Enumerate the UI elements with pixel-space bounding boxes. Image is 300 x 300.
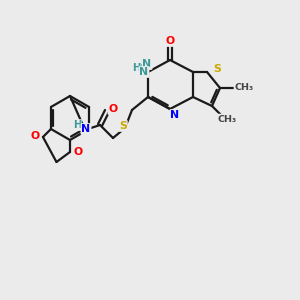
Text: H: H	[73, 120, 81, 130]
Text: S: S	[119, 121, 127, 131]
Text: N: N	[142, 59, 152, 69]
Text: O: O	[165, 36, 175, 46]
Text: CH₃: CH₃	[234, 83, 254, 92]
Text: N: N	[170, 110, 180, 120]
Text: O: O	[108, 104, 118, 114]
Text: H: H	[132, 63, 140, 73]
Text: S: S	[213, 64, 221, 74]
Text: H: H	[134, 64, 142, 74]
Text: O: O	[74, 147, 82, 157]
Text: N: N	[81, 124, 91, 134]
Text: CH₃: CH₃	[218, 115, 237, 124]
Text: O: O	[30, 131, 40, 141]
Text: N: N	[140, 67, 148, 77]
